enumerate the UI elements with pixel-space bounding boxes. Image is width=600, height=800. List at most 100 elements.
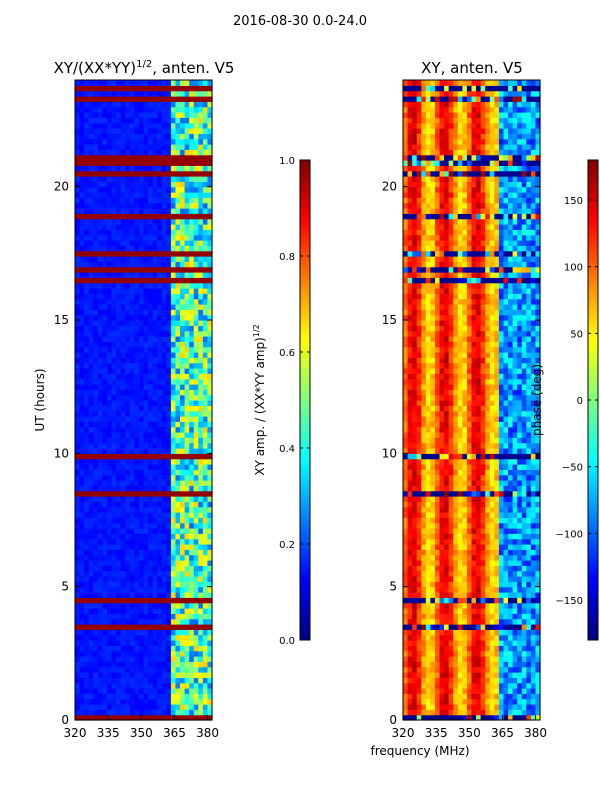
amp-ratio-cell [102,181,108,188]
amp-ratio-cell [111,522,117,529]
amp-ratio-cell [184,112,190,118]
amp-ratio-cell [138,282,145,289]
amp-ratio-cell [175,560,181,566]
amp-ratio-cell [175,117,181,124]
phase-cell [439,538,445,545]
amp-ratio-cell [166,704,172,710]
amp-ratio-cell [180,453,186,460]
amp-ratio-cell [166,277,172,284]
phase-cell [407,485,413,492]
phase-cell [448,485,454,492]
phase-cell [412,560,418,566]
amp-ratio-cell [75,442,81,449]
amp-ratio-axes-frame [74,79,213,721]
amp-ratio-cell [93,213,99,220]
amp-ratio-cell [161,432,167,438]
phase-cell [508,544,514,550]
amp-ratio-cell [88,410,94,417]
amp-ratio-cell [120,634,126,641]
amp-ratio-cell [125,122,131,129]
amp-ratio-cell [175,165,181,172]
amp-ratio-cell [161,304,167,310]
amp-ratio-cell [88,96,94,102]
amp-ratio-cell [143,341,149,348]
amp-ratio-cell [79,133,85,140]
amp-ratio-cell [93,106,99,113]
phase-cell [403,570,409,577]
amp-ratio-cell [93,176,99,182]
amp-ratio-xtick-label: 335 [97,726,120,740]
amp-ratio-cell [102,250,108,257]
amp-ratio-cell [134,448,140,454]
amp-ratio-cell [198,96,204,102]
amp-ratio-cell [148,336,154,342]
amp-ratio-cell [88,245,94,252]
amp-ratio-cell [134,480,140,486]
amp-ratio-cell [166,122,172,129]
phase-cell [425,501,431,508]
amp-ratio-cell [152,645,158,652]
amp-ratio-cell [106,341,113,348]
amp-ratio-cell [193,245,199,252]
amp-ratio-cell [84,666,90,673]
amp-ratio-cell [198,688,204,694]
amp-ratio-cell [207,213,213,220]
amp-ratio-cell [143,512,149,518]
amp-ratio-cell [88,570,94,577]
amp-ratio-cell [170,682,177,689]
phase-cell [448,666,454,673]
amp-ratio-cell [138,570,145,577]
amp-ratio-cell [129,298,135,305]
phase-cell [503,549,509,556]
amp-ratio-cell [175,400,181,406]
amp-ratio-cell [79,320,85,326]
amp-ratio-cell [129,229,135,236]
amp-ratio-cell [157,368,163,374]
amp-ratio-cell [152,330,158,337]
phase-cell [526,517,532,524]
phase-cell [434,714,441,721]
amp-ratio-cell [93,352,99,358]
amp-ratio-cell [148,698,154,705]
amp-ratio-cell [125,309,131,316]
amp-ratio-cell [97,186,103,193]
amp-ratio-cell [180,117,186,124]
amp-ratio-cell [97,261,103,268]
amp-ratio-cell [198,666,204,673]
amp-ratio-cell [84,453,90,460]
amp-ratio-cell [97,709,103,716]
amp-ratio-cell [106,266,113,273]
amp-ratio-cell [106,650,113,657]
phase-cell [425,506,431,513]
phase-cell [471,592,477,598]
amp-ratio-cell [180,272,186,278]
phase-cell [508,533,514,540]
phase-cell [457,528,463,534]
phase-cell [466,613,473,620]
amp-ratio-cell [75,650,81,657]
amp-ratio-cell [166,682,172,689]
amp-ratio-cell [189,570,195,577]
amp-ratio-cell [175,533,181,540]
phase-cell [485,517,491,524]
amp-ratio-cell [120,272,126,278]
amp-ratio-cell [93,602,99,609]
amp-ratio-cell [106,458,113,465]
phase-cell [457,693,463,700]
amp-ratio-cell [111,688,117,694]
amp-ratio-cell [202,181,209,188]
phase-cell [489,682,495,689]
amp-ratio-cell [97,394,103,401]
amp-ratio-cell [202,80,209,86]
amp-ratio-cell [207,112,213,118]
amp-ratio-cell [152,186,158,193]
amp-ratio-cell [116,261,122,268]
phase-cell [526,522,532,529]
amp-ratio-cell [106,581,113,588]
amp-ratio-cell [106,421,113,428]
amp-ratio-cell [125,357,131,364]
amp-ratio-cell [79,629,85,636]
amp-ratio-cell [170,453,177,460]
amp-ratio-cell [175,330,181,337]
amp-ratio-cell [198,672,204,678]
